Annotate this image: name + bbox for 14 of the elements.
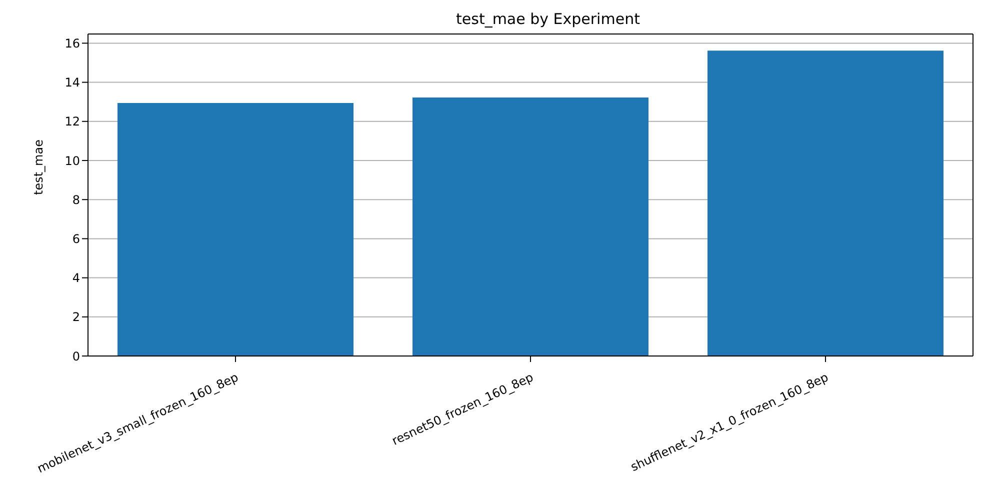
bar bbox=[412, 98, 648, 356]
y-tick-label: 2 bbox=[72, 310, 80, 324]
bar bbox=[708, 50, 944, 356]
y-tick-label: 0 bbox=[72, 349, 80, 364]
y-tick-label: 8 bbox=[72, 192, 80, 207]
chart-title: test_mae by Experiment bbox=[455, 10, 641, 28]
y-tick-label: 14 bbox=[64, 76, 80, 90]
bar bbox=[118, 103, 354, 356]
y-tick-label: 10 bbox=[64, 154, 80, 168]
y-tick-label: 16 bbox=[64, 36, 80, 50]
y-tick-label: 4 bbox=[72, 271, 80, 286]
y-tick-label: 12 bbox=[64, 114, 80, 129]
y-tick-label: 6 bbox=[72, 232, 80, 246]
y-axis-title: test_mae bbox=[31, 140, 46, 195]
